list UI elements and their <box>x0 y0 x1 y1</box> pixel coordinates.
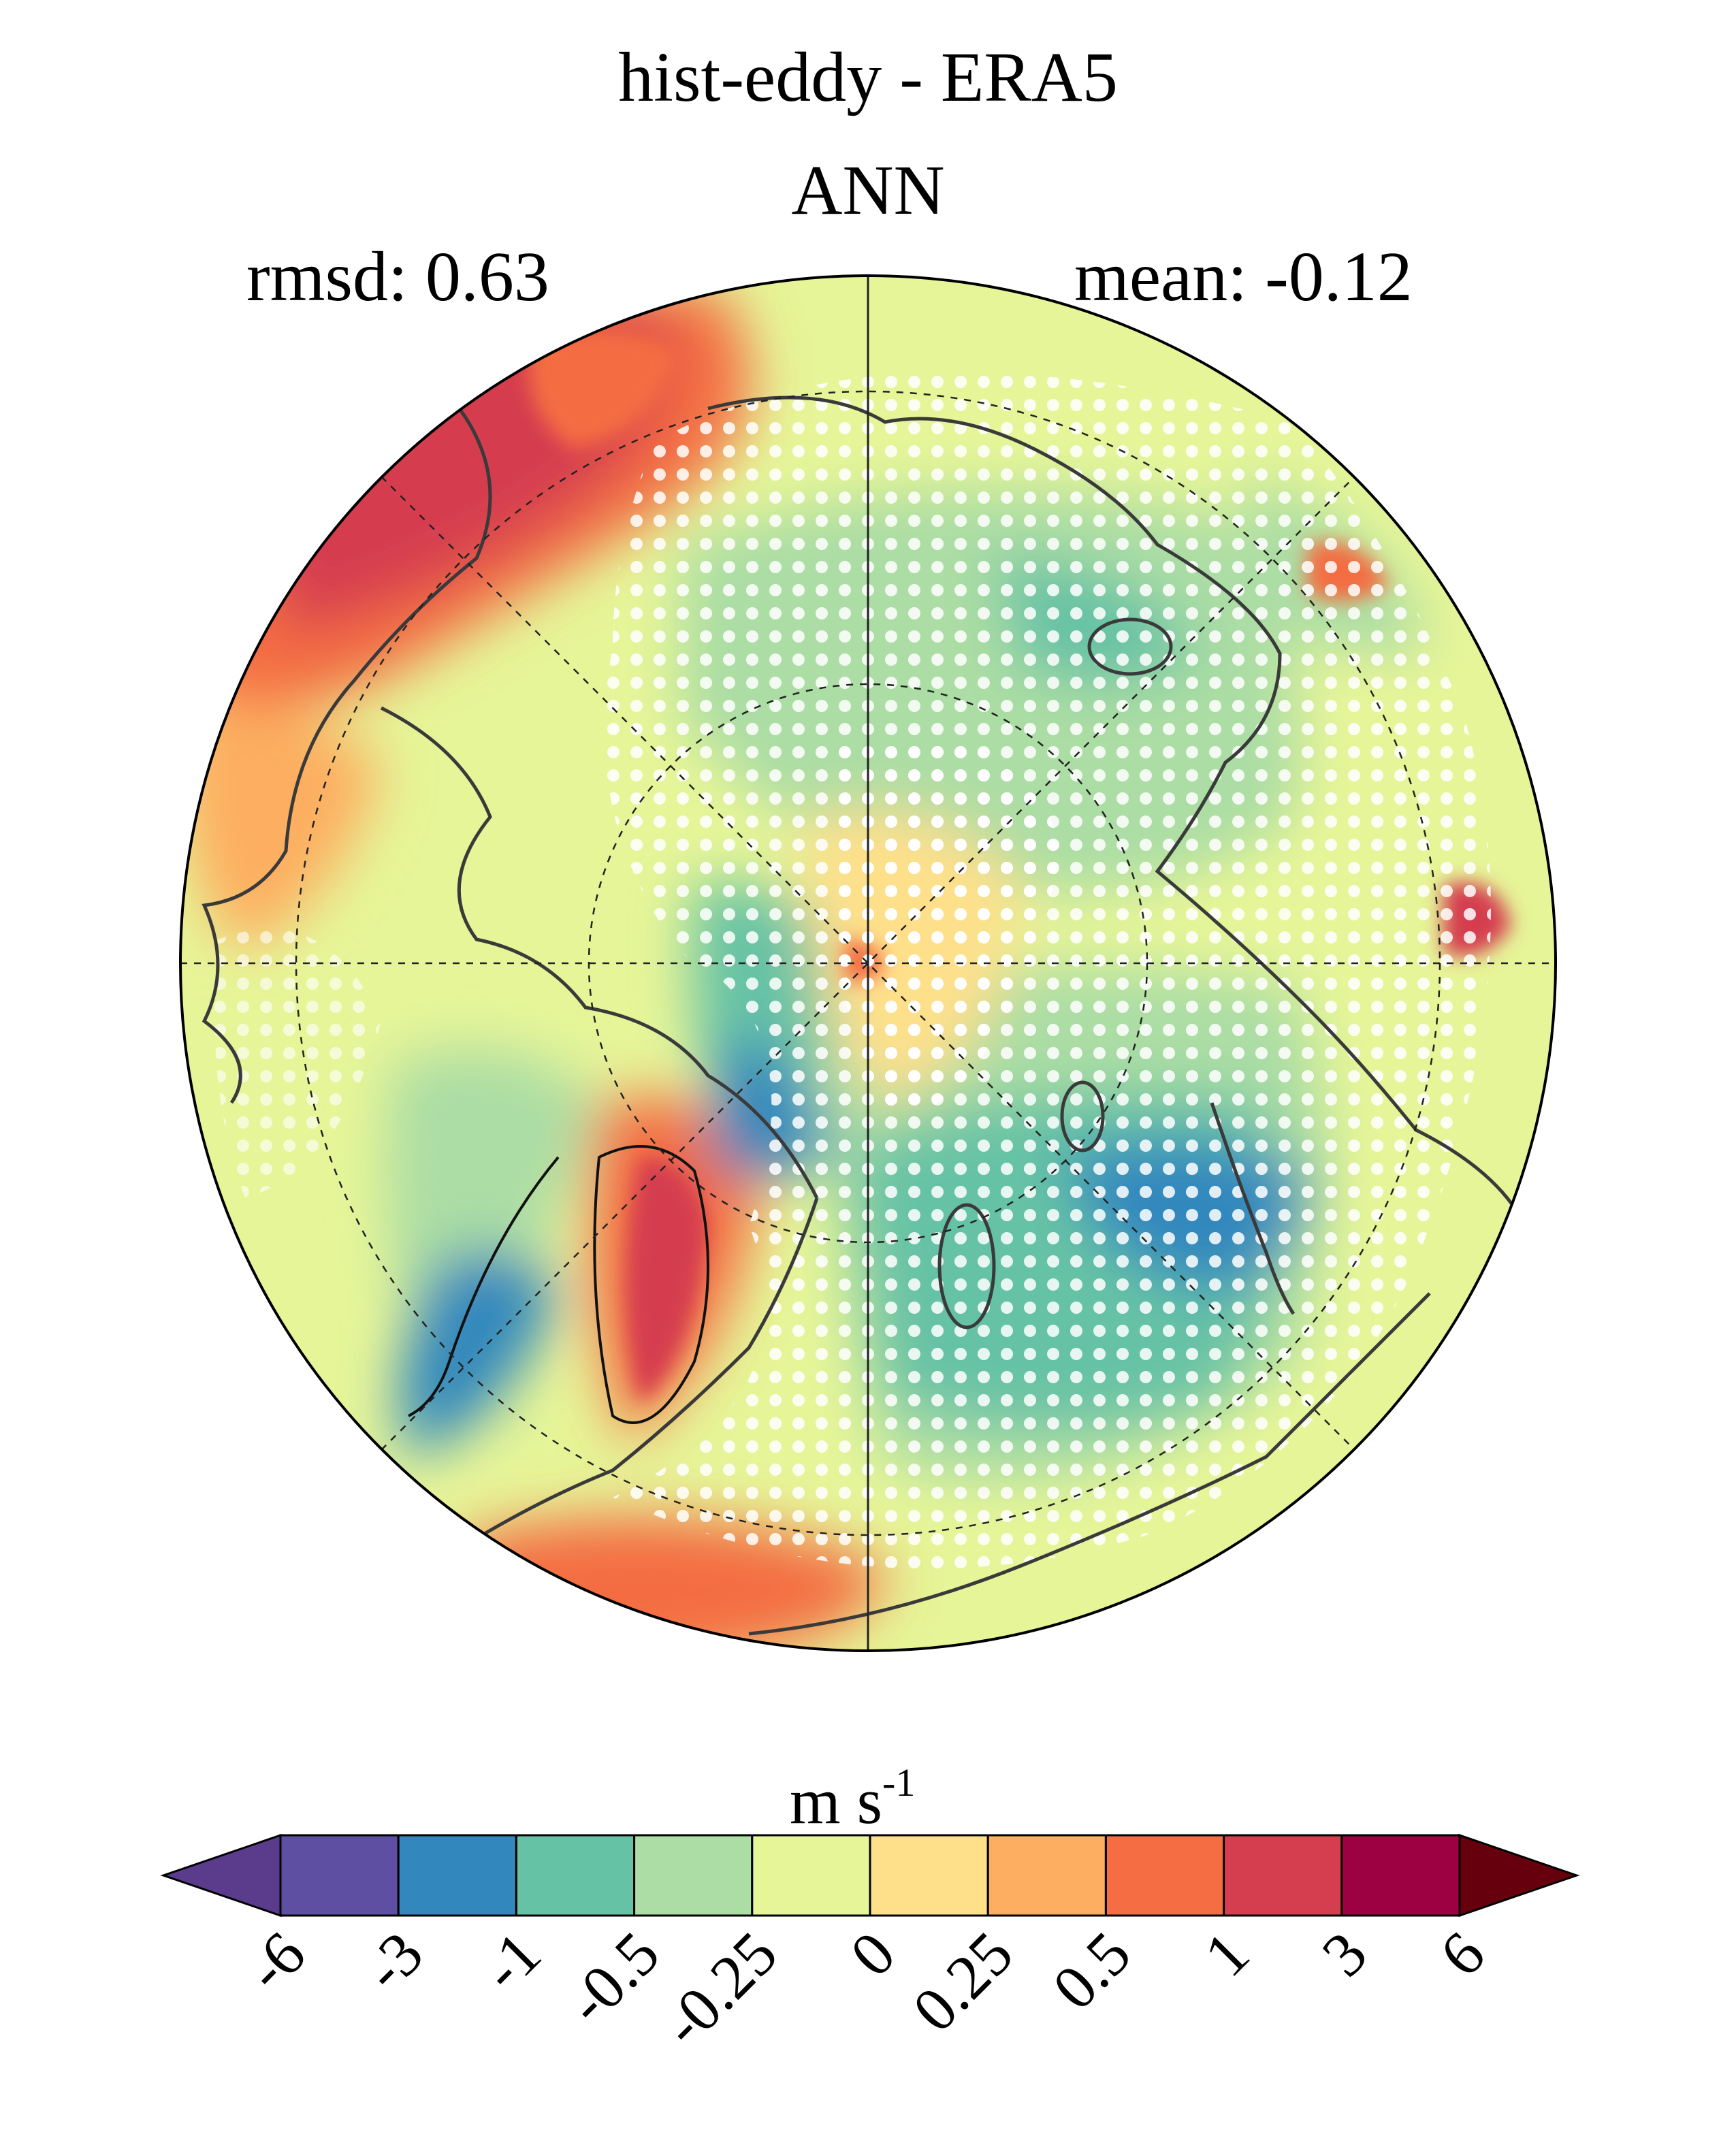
figure-title: hist-eddy - ERA5 <box>618 38 1118 116</box>
polar-map <box>179 274 1557 1652</box>
colorbar-swatch <box>869 1834 989 1917</box>
colorbar-swatch <box>397 1834 517 1917</box>
colorbar-swatch <box>1340 1834 1461 1917</box>
colorbar-swatch <box>1104 1834 1225 1917</box>
colorbar-swatch <box>515 1834 636 1917</box>
season-label: ANN <box>791 151 945 229</box>
units-exponent: -1 <box>882 1760 916 1805</box>
colorbar-under-triangle <box>160 1833 282 1918</box>
rmsd-stat: rmsd: 0.63 <box>246 238 549 316</box>
colorbar-swatch <box>751 1834 871 1917</box>
colorbar-over-triangle <box>1458 1833 1580 1918</box>
mean-stat: mean: -0.12 <box>1074 238 1413 316</box>
colorbar-swatch <box>1223 1834 1343 1917</box>
colorbar-swatch <box>986 1834 1107 1917</box>
colorbar-swatch <box>279 1834 400 1917</box>
colorbar-swatch <box>633 1834 754 1917</box>
units-label: m s-1 <box>790 1763 915 1834</box>
units-base: m s <box>790 1764 883 1837</box>
